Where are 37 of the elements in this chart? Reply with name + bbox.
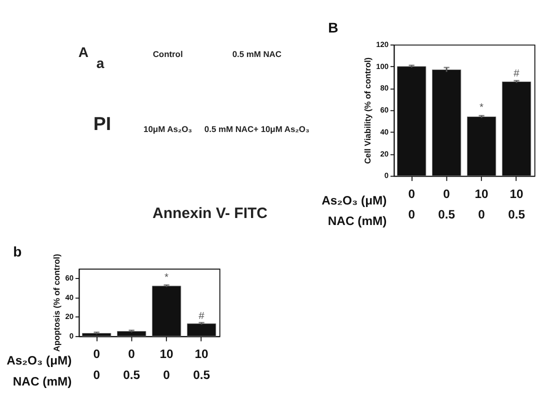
y-tick-label: 20 <box>65 312 74 322</box>
category-label: 0.5 mM NAC <box>232 48 282 59</box>
category-label: 0.5 mM NAC+ 10μM As₂O₃ <box>204 124 310 134</box>
text: PI <box>93 112 112 134</box>
annotation: * <box>480 102 484 114</box>
text: A <box>78 44 89 60</box>
y-tick-label: 40 <box>380 127 389 136</box>
x-tick-label: 0 0.5 <box>438 186 456 222</box>
x-tick-label: 0 0 <box>408 186 416 222</box>
x-tick-label: 0 0 <box>93 347 100 382</box>
annotation: # <box>198 310 205 322</box>
x-axis-title: As₂O₃ (μM) NAC (mM) <box>322 193 387 228</box>
x-tick-label: 10 0 <box>160 347 174 382</box>
y-tick-label: 120 <box>376 40 389 49</box>
x-tick-label: 10 0 <box>474 186 489 222</box>
category-label: Control <box>152 48 183 59</box>
y-tick-label: 20 <box>380 149 389 158</box>
annotation: # <box>514 68 520 80</box>
text: Annexin V- FITC <box>152 205 268 222</box>
y-tick-label: 40 <box>65 292 74 302</box>
text: b <box>13 243 22 260</box>
y-tick-label: 60 <box>65 274 74 283</box>
x-tick-label: 10 0.5 <box>193 347 210 382</box>
y-axis-title: Cell Viability (% of control) <box>362 57 372 164</box>
y-tick-label: 80 <box>380 84 389 93</box>
text: B <box>328 19 338 36</box>
y-tick-label: 0 <box>384 171 389 180</box>
x-tick-label: 10 0.5 <box>508 186 526 222</box>
category-label: 10μM As₂O₃ <box>144 124 192 134</box>
y-tick-label: 60 <box>380 106 389 115</box>
annotation: * <box>164 272 169 284</box>
text: a <box>96 55 104 71</box>
x-tick-label: 0 0.5 <box>123 347 140 382</box>
x-axis-title: As₂O₃ (μM) NAC (mM) <box>6 354 72 388</box>
y-tick-label: 0 <box>69 331 74 340</box>
y-tick-label: 100 <box>376 62 389 71</box>
y-axis-title: Apoptosis (% of control) <box>52 254 62 352</box>
